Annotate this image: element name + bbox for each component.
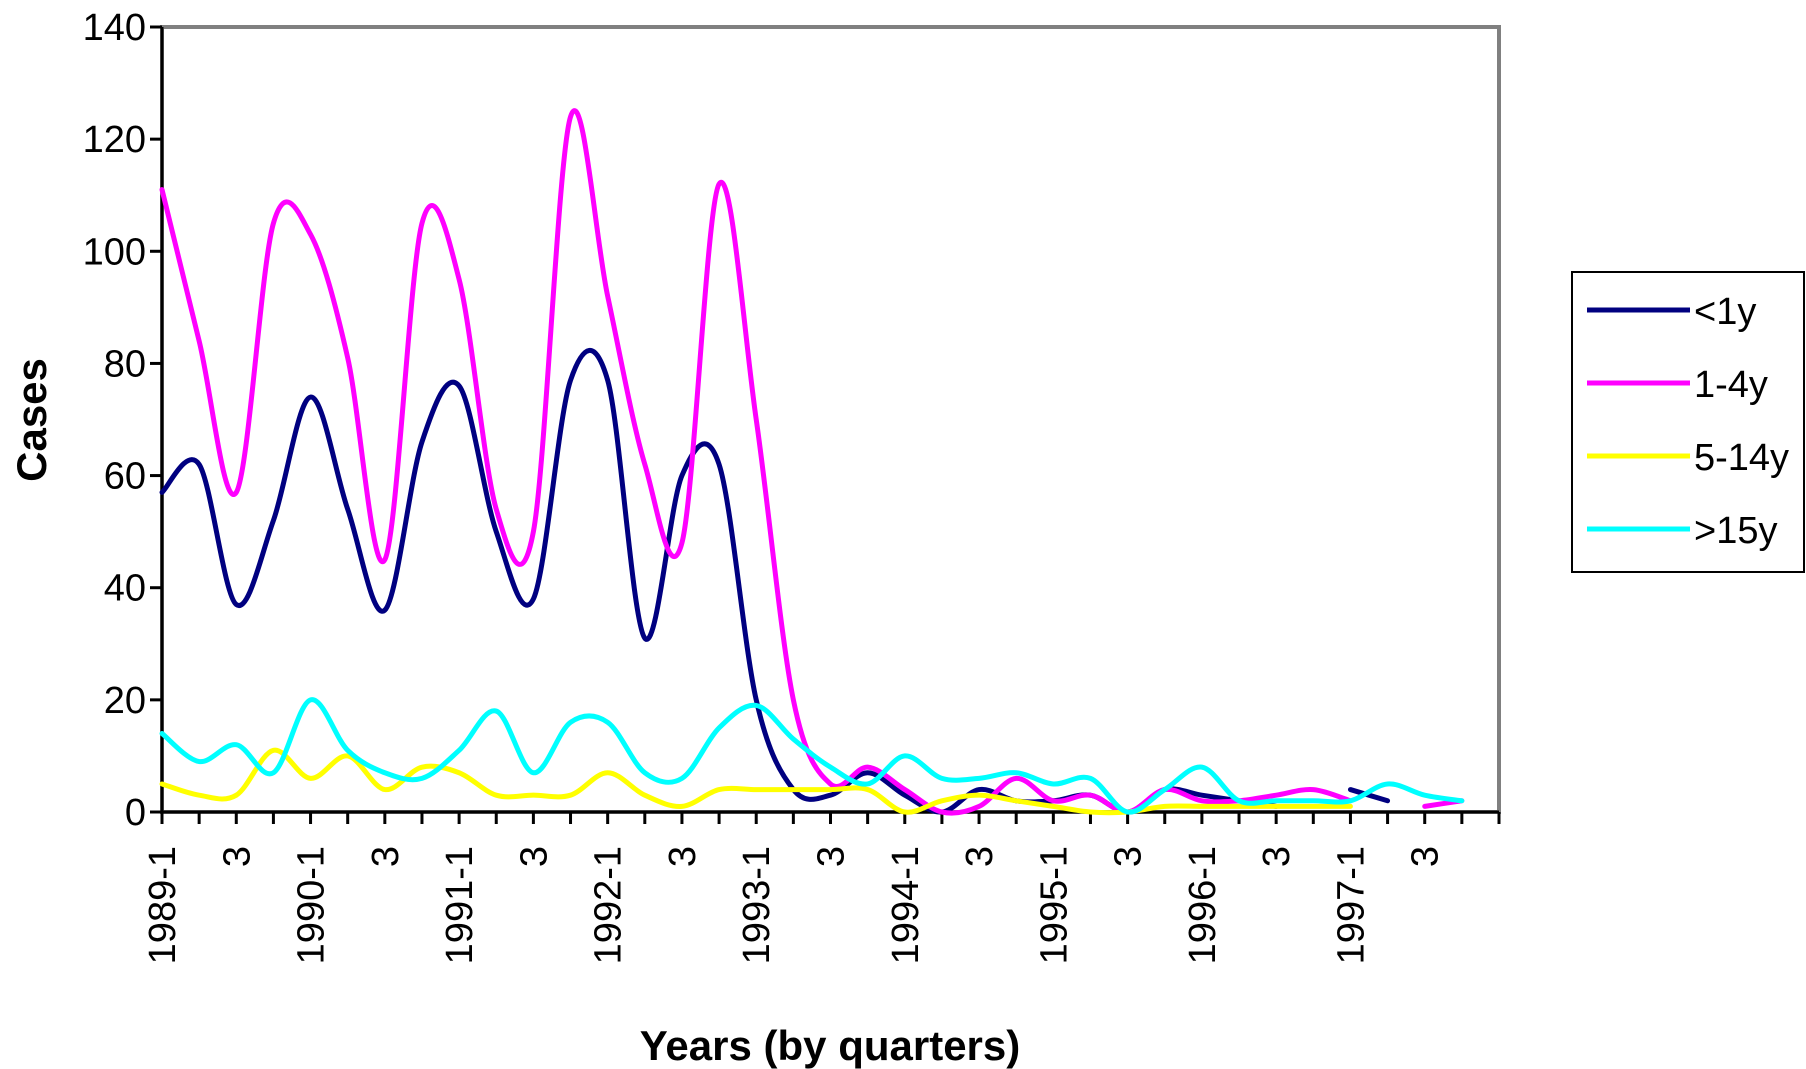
x-tick-label: 3 [1108,846,1150,867]
legend-label: <1y [1694,291,1756,333]
y-tick-label: 40 [104,568,146,610]
legend-label: >15y [1694,510,1777,552]
x-tick-label: 1992-1 [588,846,630,964]
x-tick-label: 1990-1 [291,846,333,964]
x-tick-label: 1995-1 [1033,846,1075,964]
y-tick-label: 120 [83,119,146,161]
legend-label: 5-14y [1694,437,1789,479]
x-tick-label: 3 [513,846,555,867]
x-tick-label: 3 [959,846,1001,867]
x-tick-label: 1996-1 [1182,846,1224,964]
legend-label: 1-4y [1694,364,1768,406]
x-tick-label: 3 [662,846,704,867]
x-axis-ticks: 1989-1 3 1990-1 3 1991-1 3 1992-1 3 1993-1 3 1994-… [142,812,1501,964]
x-tick-label: 1997-1 [1330,846,1372,964]
x-tick-label: 1991-1 [439,846,481,964]
x-tick-label: 1994-1 [885,846,927,964]
legend-box [1571,271,1805,573]
x-tick-label: 3 [811,846,853,867]
y-tick-label: 100 [83,231,146,273]
plot-area-frame [160,25,1501,814]
series-line [159,108,1353,816]
y-tick-label: 140 [83,7,146,49]
y-tick-label: 80 [104,343,146,385]
x-axis-title: Years (by quarters) [640,1022,1021,1069]
y-tick-label: 60 [104,456,146,498]
x-tick-label: 3 [365,846,407,867]
series-line [159,747,1353,816]
series-line [159,697,1465,815]
series-line [1347,787,1391,804]
x-tick-label: 3 [1405,846,1447,867]
series-line [159,348,1279,815]
x-tick-label: 3 [1256,846,1298,867]
x-tick-label: 1993-1 [736,846,778,964]
y-axis-ticks: 0 20 40 60 80 100 120 140 [83,7,162,834]
legend: <1y 1-4y 5-14y >15y [1571,271,1805,573]
x-tick-label: 3 [216,846,258,867]
series-lines [159,108,1465,816]
y-axis-title: Cases [8,358,55,482]
y-tick-label: 0 [125,792,146,834]
x-tick-label: 1989-1 [142,846,184,964]
y-tick-label: 20 [104,680,146,722]
